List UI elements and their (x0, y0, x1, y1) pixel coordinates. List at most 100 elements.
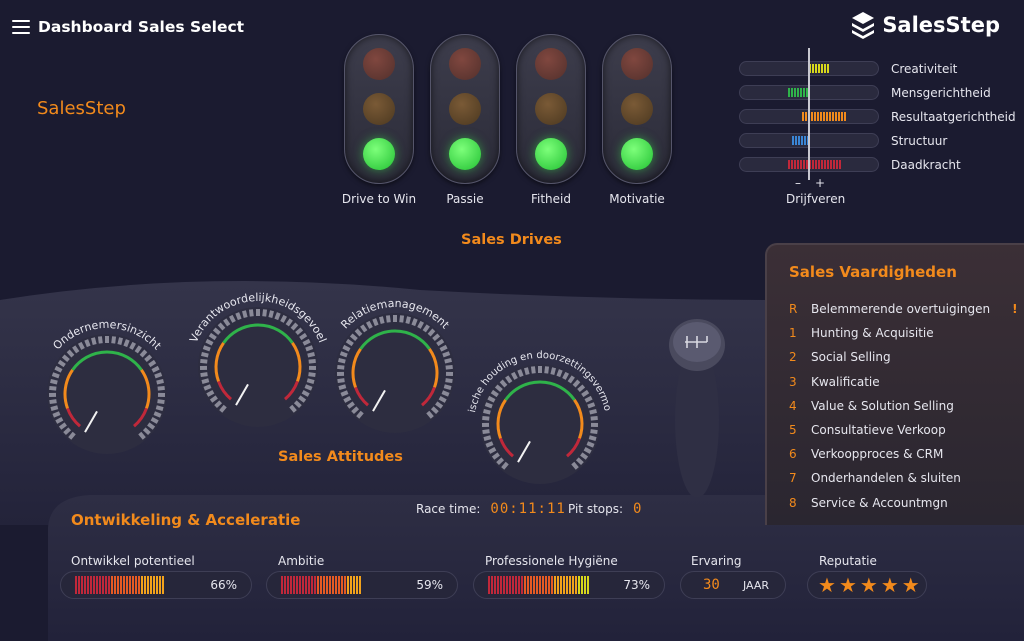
gauge-tick (427, 328, 436, 337)
gauge-tick (439, 344, 448, 352)
list-item[interactable]: R Belemmerende overtuigingen! (789, 297, 1018, 321)
driver-tick (788, 160, 791, 169)
gauge-tick (586, 441, 595, 448)
meter-tick (293, 576, 295, 594)
gauge-tick (340, 390, 349, 397)
ambitie-label: Ambitie (278, 554, 325, 568)
gauge-tick (285, 318, 293, 327)
meter-tick (93, 576, 95, 594)
list-item[interactable]: 8 Service & Accountmgn (789, 491, 1018, 515)
driver-tick (809, 64, 811, 73)
gauge-tick (295, 327, 304, 336)
meter-tick (494, 576, 496, 594)
gauge-tick (223, 318, 231, 327)
meter-tick (135, 576, 137, 594)
list-item[interactable]: 7 Onderhandelen & sluiten (789, 466, 1018, 490)
gauge-tick (550, 367, 556, 375)
gauge-tick (200, 358, 208, 364)
driver-tick (820, 112, 823, 121)
gauge-arc-orange (140, 369, 151, 409)
gauge-tick (68, 431, 76, 440)
driver-tick (815, 160, 818, 169)
gauge-arc-red (217, 380, 233, 401)
vaardigheden-title: Sales Vaardigheden (789, 263, 957, 281)
driver-tick (794, 88, 797, 97)
driver-tick (791, 136, 794, 145)
gauge-tick (442, 351, 451, 358)
meter-tick (162, 576, 164, 594)
gauge-arc-red (420, 386, 436, 407)
meter-tick (557, 576, 559, 594)
drijfveren-panel: Creativiteit Mensgerichtheid Resultaatge… (739, 48, 1019, 206)
driver-tick (829, 112, 832, 121)
gauge-tick (343, 395, 352, 403)
potentieel-label: Ontwikkel potentieel (71, 554, 195, 568)
meter-tick (542, 576, 544, 594)
meter-tick (147, 576, 149, 594)
gauge-tick (201, 352, 209, 358)
list-item[interactable]: 2 Social Selling (789, 345, 1018, 369)
potentieel-meter: 66% (60, 571, 252, 599)
meter-tick (108, 576, 110, 594)
meter-tick (120, 576, 122, 594)
meter-tick (296, 576, 298, 594)
meter-tick (332, 576, 334, 594)
meter-tick (335, 576, 337, 594)
gauge-tick (581, 389, 590, 398)
meter-tick (302, 576, 304, 594)
hygiene-label: Professionele Hygiëne (485, 554, 618, 568)
gauge-tick (584, 395, 593, 403)
meter-tick (305, 576, 307, 594)
gauge-tick (338, 384, 347, 390)
gauge-tick (484, 402, 493, 409)
gauge-tick (217, 322, 226, 331)
gauge-tick (214, 400, 223, 409)
gauge-tick (567, 375, 575, 384)
gauge-tick (55, 416, 64, 424)
gauge-tick (54, 365, 63, 373)
gauge-tick (345, 338, 354, 347)
gauge-arc-red (66, 407, 82, 428)
item-number: 8 (789, 495, 797, 510)
driver-tick (827, 160, 830, 169)
meter-tick (359, 576, 361, 594)
gauge-tick (443, 384, 452, 390)
gauge-tick (57, 359, 66, 368)
meter-tick (78, 576, 80, 594)
gauge-tick (589, 409, 597, 415)
gauge-tick (482, 429, 490, 435)
gauge-tick (405, 316, 411, 324)
list-item[interactable]: 5 Consultatieve Verkoop (789, 418, 1018, 442)
gauge-tick (50, 405, 59, 411)
gauge-arc-green (504, 380, 576, 401)
list-item[interactable]: 1 Hunting & Acquisitie (789, 321, 1018, 345)
gauge-tick (438, 395, 447, 403)
gauge-tick (445, 378, 453, 384)
item-label: Social Selling (811, 350, 891, 365)
gauge-tick (139, 349, 148, 358)
meter-tick (290, 576, 292, 594)
meter-tick (353, 576, 355, 594)
item-number: 5 (789, 423, 797, 438)
meter-tick (132, 576, 134, 594)
brand-name: SalesStep (882, 13, 1000, 37)
stack-icon (852, 12, 875, 39)
gauge-tick (91, 337, 97, 345)
green-lamp (363, 138, 395, 170)
item-number: 4 (789, 398, 797, 413)
driver-tick (818, 160, 821, 169)
gauge-tick (494, 384, 503, 393)
gauge-arc-orange (573, 399, 584, 439)
menu-icon[interactable] (12, 20, 30, 34)
gauge-tick (50, 379, 58, 385)
list-item[interactable]: 6 Verkoopproces & CRM (789, 442, 1018, 466)
driver-tick (797, 160, 800, 169)
gauge-tick (588, 435, 597, 441)
hygiene-meter: 73% (473, 571, 665, 599)
list-item[interactable]: 4 Value & Solution Selling (789, 394, 1018, 418)
list-item[interactable]: 3 Kwalificatie (789, 370, 1018, 394)
gauge-tick (346, 401, 355, 409)
driver-tick (832, 112, 835, 121)
meter-tick (563, 576, 565, 594)
driver-tick (791, 88, 794, 97)
